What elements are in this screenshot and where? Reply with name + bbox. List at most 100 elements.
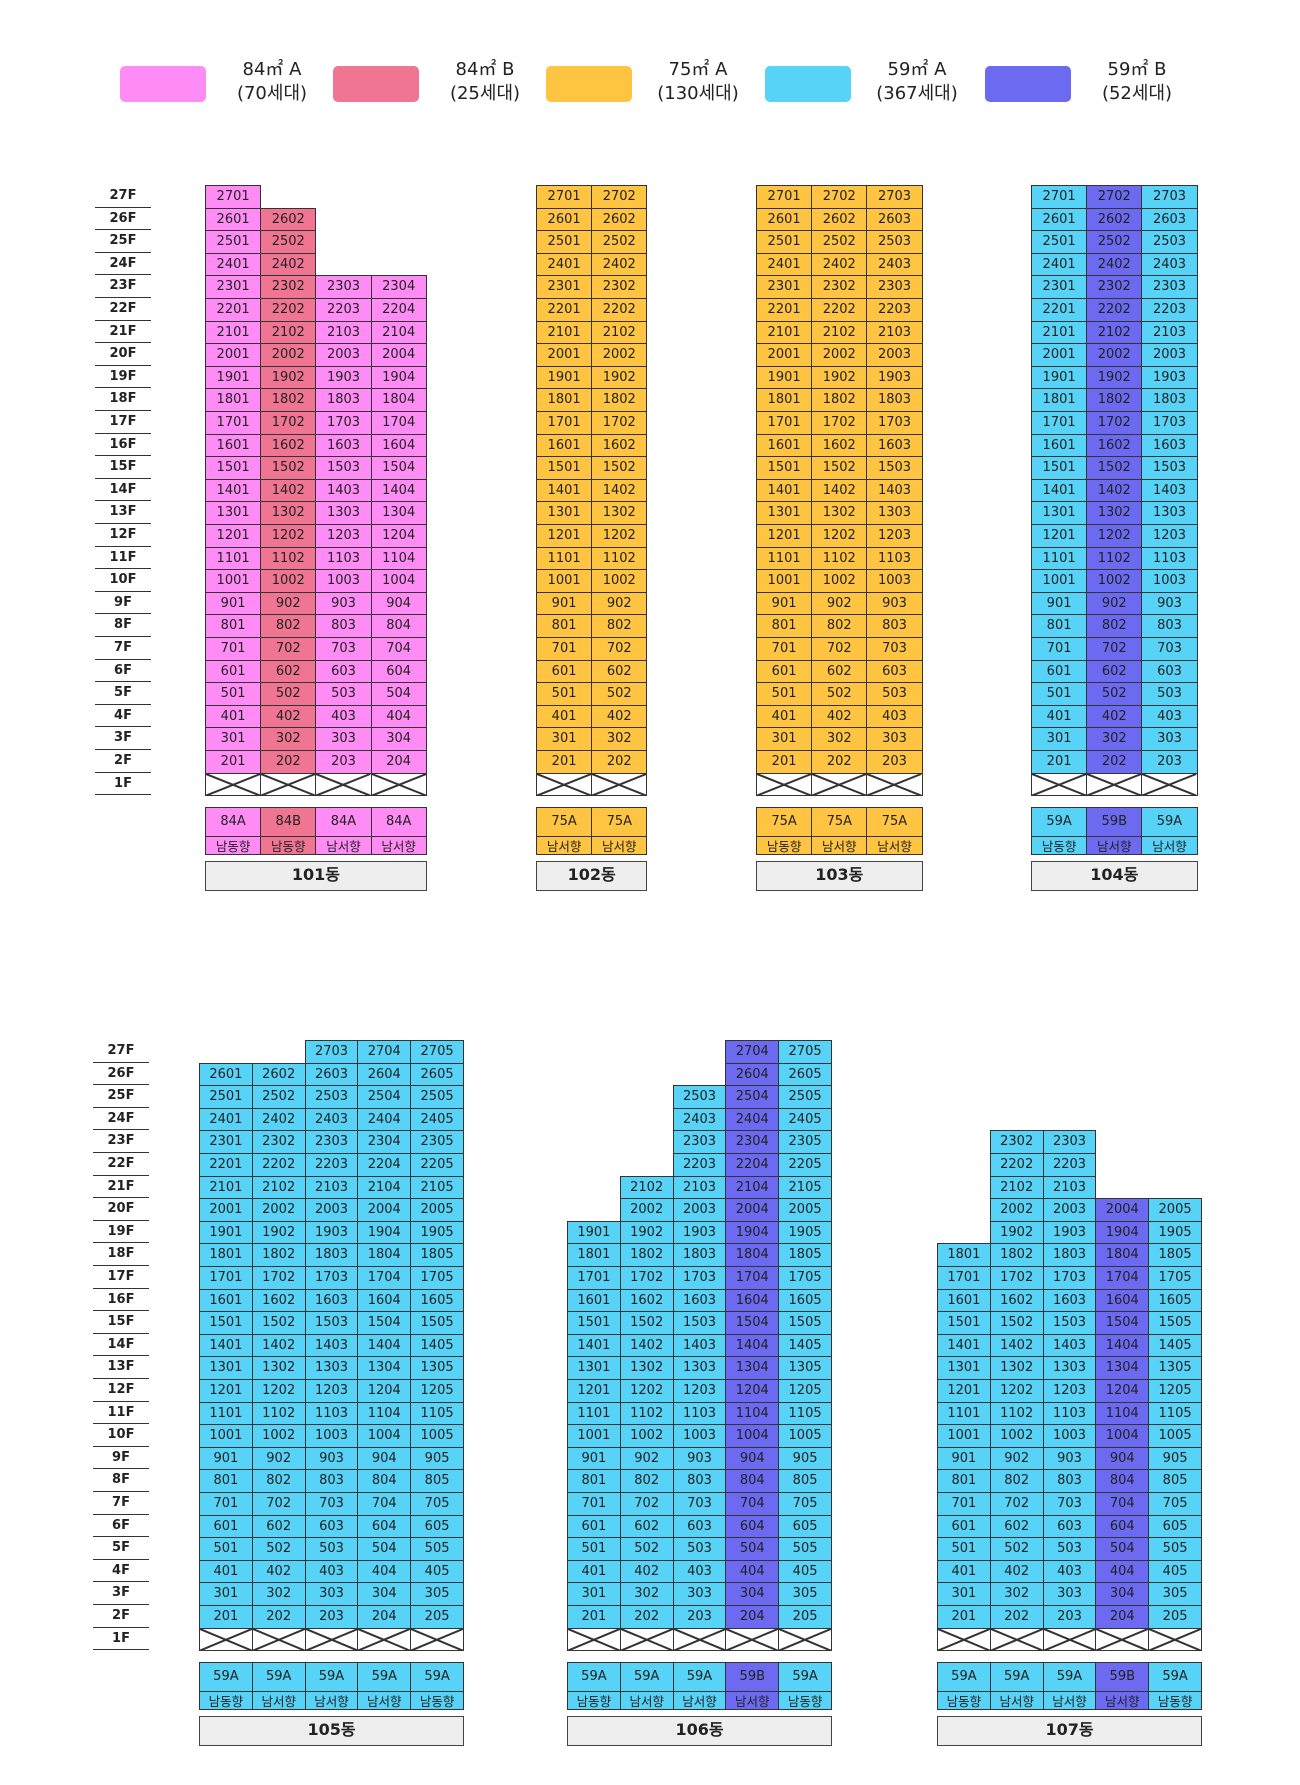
- unit-cell[interactable]: 1501: [536, 456, 593, 480]
- unit-cell[interactable]: 603: [1141, 659, 1198, 684]
- unit-cell[interactable]: 1404: [370, 478, 427, 503]
- unit-cell[interactable]: 703: [866, 637, 923, 661]
- unit-cell[interactable]: 1305: [410, 1356, 464, 1380]
- unit-cell[interactable]: 604: [1095, 1514, 1150, 1539]
- unit-cell[interactable]: 1202: [989, 1379, 1044, 1403]
- unit-cell[interactable]: 203: [1042, 1605, 1097, 1629]
- unit-cell[interactable]: 804: [1095, 1469, 1150, 1493]
- unit-cell[interactable]: 1501: [199, 1311, 253, 1335]
- unit-cell[interactable]: 1602: [1086, 433, 1143, 458]
- unit-cell[interactable]: 2502: [811, 230, 868, 254]
- unit-cell[interactable]: 1103: [672, 1401, 727, 1426]
- unit-cell[interactable]: 601: [567, 1514, 621, 1539]
- unit-cell[interactable]: 2103: [672, 1175, 727, 1200]
- unit-cell[interactable]: 1001: [756, 569, 813, 593]
- unit-cell[interactable]: 804: [725, 1469, 780, 1493]
- unit-cell[interactable]: 2002: [811, 343, 868, 367]
- unit-cell[interactable]: 401: [1031, 704, 1088, 729]
- unit-cell[interactable]: 604: [357, 1514, 412, 1539]
- unit-cell[interactable]: 1602: [591, 433, 648, 458]
- unit-cell[interactable]: 1902: [619, 1220, 674, 1245]
- unit-cell[interactable]: 1301: [756, 501, 813, 525]
- unit-cell[interactable]: 1103: [866, 546, 923, 571]
- unit-cell[interactable]: 1601: [199, 1288, 253, 1313]
- unit-cell[interactable]: 1103: [1141, 546, 1198, 571]
- unit-cell[interactable]: 1102: [811, 546, 868, 571]
- unit-cell[interactable]: 2101: [756, 320, 813, 345]
- unit-cell[interactable]: 1402: [1086, 478, 1143, 503]
- unit-cell[interactable]: 401: [756, 704, 813, 729]
- unit-cell[interactable]: 1004: [1095, 1424, 1150, 1448]
- unit-cell[interactable]: 1602: [260, 433, 317, 458]
- unit-cell[interactable]: 302: [1086, 727, 1143, 751]
- unit-cell[interactable]: 1304: [1095, 1356, 1150, 1380]
- unit-cell[interactable]: 2205: [410, 1153, 464, 1177]
- unit-cell[interactable]: 2202: [591, 298, 648, 322]
- unit-cell[interactable]: 2305: [778, 1130, 832, 1154]
- unit-cell[interactable]: 1403: [1042, 1333, 1097, 1358]
- unit-cell[interactable]: 805: [778, 1469, 832, 1493]
- unit-cell[interactable]: 1902: [811, 365, 868, 390]
- unit-cell[interactable]: 401: [567, 1559, 621, 1584]
- unit-cell[interactable]: 1004: [357, 1424, 412, 1448]
- unit-cell[interactable]: 2402: [251, 1107, 306, 1132]
- unit-cell[interactable]: 903: [1042, 1446, 1097, 1471]
- unit-cell[interactable]: 1405: [410, 1333, 464, 1358]
- unit-cell[interactable]: 1404: [1095, 1333, 1150, 1358]
- unit-cell[interactable]: 504: [370, 682, 427, 706]
- unit-cell[interactable]: 801: [1031, 614, 1088, 638]
- unit-cell[interactable]: 2503: [304, 1085, 359, 1109]
- unit-cell[interactable]: 2602: [251, 1062, 306, 1087]
- unit-cell[interactable]: 404: [357, 1559, 412, 1584]
- unit-cell[interactable]: 1205: [1148, 1379, 1202, 1403]
- unit-cell[interactable]: 302: [591, 727, 648, 751]
- unit-cell[interactable]: 803: [315, 614, 372, 638]
- unit-cell[interactable]: 501: [756, 682, 813, 706]
- unit-cell[interactable]: 1501: [756, 456, 813, 480]
- unit-cell[interactable]: 2004: [725, 1198, 780, 1222]
- unit-cell[interactable]: 2405: [410, 1107, 464, 1132]
- unit-cell[interactable]: 302: [251, 1582, 306, 1606]
- unit-cell[interactable]: 1201: [937, 1379, 991, 1403]
- unit-cell[interactable]: 601: [199, 1514, 253, 1539]
- unit-cell[interactable]: 1601: [567, 1288, 621, 1313]
- unit-cell[interactable]: 502: [811, 682, 868, 706]
- unit-cell[interactable]: 1502: [619, 1311, 674, 1335]
- unit-cell[interactable]: 1905: [410, 1220, 464, 1245]
- unit-cell[interactable]: 2101: [536, 320, 593, 345]
- unit-cell[interactable]: 1002: [260, 569, 317, 593]
- unit-cell[interactable]: 1001: [1031, 569, 1088, 593]
- unit-cell[interactable]: 902: [251, 1446, 306, 1471]
- unit-cell[interactable]: 2003: [304, 1198, 359, 1222]
- unit-cell[interactable]: 1403: [1141, 478, 1198, 503]
- unit-cell[interactable]: 1001: [199, 1424, 253, 1448]
- unit-cell[interactable]: 501: [1031, 682, 1088, 706]
- unit-cell[interactable]: 605: [1148, 1514, 1202, 1539]
- unit-cell[interactable]: 202: [251, 1605, 306, 1629]
- unit-cell[interactable]: 1605: [778, 1288, 832, 1313]
- unit-cell[interactable]: 2004: [370, 343, 427, 367]
- unit-cell[interactable]: 702: [260, 637, 317, 661]
- unit-cell[interactable]: 2404: [357, 1107, 412, 1132]
- unit-cell[interactable]: 1801: [199, 1243, 253, 1267]
- unit-cell[interactable]: 1401: [756, 478, 813, 503]
- unit-cell[interactable]: 2303: [304, 1130, 359, 1154]
- unit-cell[interactable]: 1401: [205, 478, 262, 503]
- unit-cell[interactable]: 2201: [199, 1153, 253, 1177]
- unit-cell[interactable]: 705: [1148, 1492, 1202, 1516]
- unit-cell[interactable]: 2304: [725, 1130, 780, 1154]
- unit-cell[interactable]: 1005: [1148, 1424, 1202, 1448]
- unit-cell[interactable]: 1402: [591, 478, 648, 503]
- unit-cell[interactable]: 2002: [619, 1198, 674, 1222]
- unit-cell[interactable]: 705: [410, 1492, 464, 1516]
- unit-cell[interactable]: 1101: [756, 546, 813, 571]
- unit-cell[interactable]: 302: [989, 1582, 1044, 1606]
- unit-cell[interactable]: 304: [370, 727, 427, 751]
- unit-cell[interactable]: 2302: [989, 1130, 1044, 1154]
- unit-cell[interactable]: 205: [410, 1605, 464, 1629]
- unit-cell[interactable]: 1101: [567, 1401, 621, 1426]
- unit-cell[interactable]: 1202: [619, 1379, 674, 1403]
- unit-cell[interactable]: 1302: [260, 501, 317, 525]
- unit-cell[interactable]: 1303: [1042, 1356, 1097, 1380]
- unit-cell[interactable]: 903: [1141, 591, 1198, 616]
